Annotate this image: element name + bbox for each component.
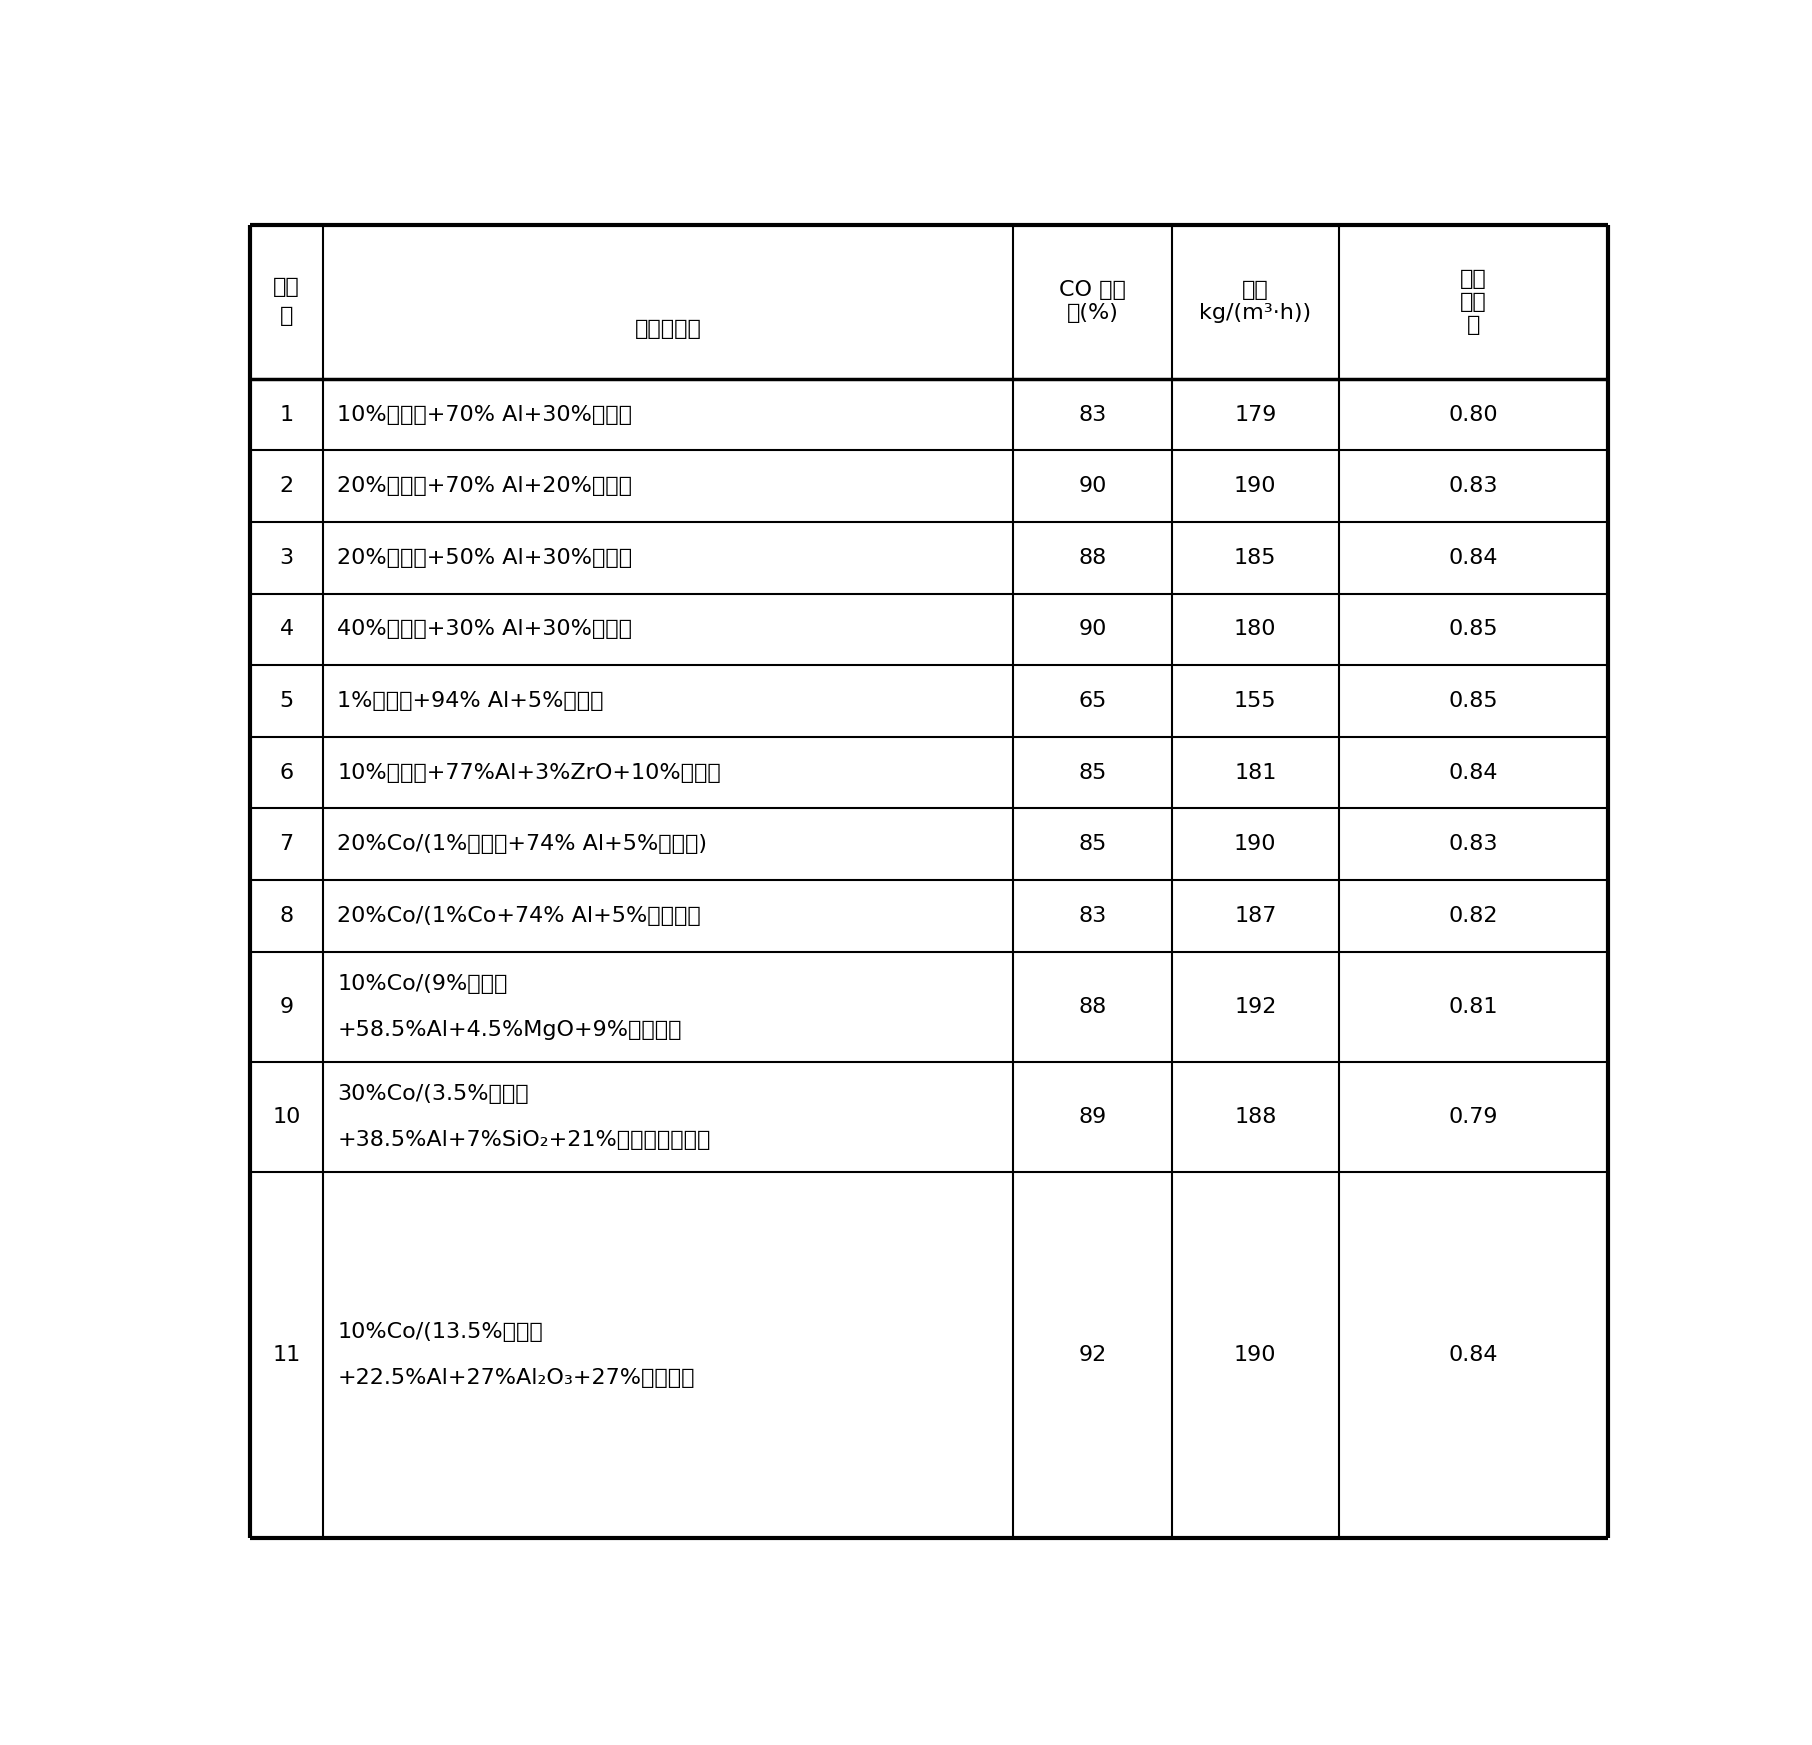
Text: 催化剂组成: 催化剂组成: [634, 319, 701, 339]
Text: 90: 90: [1078, 619, 1107, 639]
Text: +58.5%Al+4.5%MgO+9%勃姆石）: +58.5%Al+4.5%MgO+9%勃姆石）: [337, 1019, 681, 1040]
Text: 89: 89: [1078, 1106, 1107, 1127]
Text: +22.5%Al+27%Al₂O₃+27%勃姆石）: +22.5%Al+27%Al₂O₃+27%勃姆石）: [337, 1368, 694, 1387]
Text: 181: 181: [1234, 763, 1276, 784]
Text: 92: 92: [1078, 1345, 1107, 1365]
Text: 10%雷尼钴+70% Al+30%勃姆石: 10%雷尼钴+70% Al+30%勃姆石: [337, 405, 632, 424]
Text: 40%雷尼钴+30% Al+30%勃姆石: 40%雷尼钴+30% Al+30%勃姆石: [337, 619, 632, 639]
Text: 90: 90: [1078, 476, 1107, 496]
Text: 产率: 产率: [1241, 281, 1268, 300]
Text: 0.85: 0.85: [1448, 691, 1499, 710]
Text: 2: 2: [279, 476, 294, 496]
Text: 188: 188: [1234, 1106, 1276, 1127]
Text: 187: 187: [1234, 906, 1276, 927]
Text: 3: 3: [279, 548, 294, 567]
Text: 65: 65: [1078, 691, 1107, 710]
Text: 83: 83: [1078, 405, 1107, 424]
Text: 88: 88: [1078, 548, 1107, 567]
Text: 10: 10: [272, 1106, 301, 1127]
Text: 10%Co/(9%雷尼钴: 10%Co/(9%雷尼钴: [337, 974, 507, 993]
Text: 链增: 链增: [1460, 269, 1486, 288]
Text: 0.84: 0.84: [1448, 1345, 1499, 1365]
Text: 85: 85: [1078, 834, 1107, 855]
Text: 0.84: 0.84: [1448, 763, 1499, 784]
Text: 185: 185: [1234, 548, 1277, 567]
Text: 长预: 长预: [1460, 291, 1486, 312]
Text: 5: 5: [279, 691, 294, 710]
Text: 1: 1: [279, 405, 294, 424]
Text: 180: 180: [1234, 619, 1277, 639]
Text: 20%雷尼钴+70% Al+20%勃姆石: 20%雷尼钴+70% Al+20%勃姆石: [337, 476, 632, 496]
Text: 率(%): 率(%): [1067, 304, 1118, 323]
Text: 0.83: 0.83: [1448, 834, 1499, 855]
Text: 6: 6: [279, 763, 294, 784]
Text: 9: 9: [279, 996, 294, 1017]
Text: 30%Co/(3.5%雷尼钴: 30%Co/(3.5%雷尼钴: [337, 1084, 529, 1105]
Text: 190: 190: [1234, 476, 1277, 496]
Text: 4: 4: [279, 619, 294, 639]
Text: 88: 88: [1078, 996, 1107, 1017]
Text: 实施: 实施: [274, 277, 301, 297]
Text: 85: 85: [1078, 763, 1107, 784]
Text: 10%雷尼钴+77%Al+3%ZrO+10%勃姆石: 10%雷尼钴+77%Al+3%ZrO+10%勃姆石: [337, 763, 721, 784]
Text: 11: 11: [272, 1345, 301, 1365]
Text: 0.83: 0.83: [1448, 476, 1499, 496]
Text: 例: 例: [279, 307, 294, 326]
Text: 20%Co/(1%Co+74% Al+5%勃姆石）: 20%Co/(1%Co+74% Al+5%勃姆石）: [337, 906, 701, 927]
Text: 83: 83: [1078, 906, 1107, 927]
Text: 20%雷尼钴+50% Al+30%勃姆石: 20%雷尼钴+50% Al+30%勃姆石: [337, 548, 632, 567]
Text: 8: 8: [279, 906, 294, 927]
Text: 179: 179: [1234, 405, 1276, 424]
Text: 0.85: 0.85: [1448, 619, 1499, 639]
Text: 155: 155: [1234, 691, 1277, 710]
Text: 0.80: 0.80: [1448, 405, 1499, 424]
Text: 192: 192: [1234, 996, 1276, 1017]
Text: 期: 期: [1466, 314, 1480, 335]
Text: 190: 190: [1234, 1345, 1277, 1365]
Text: CO 转化: CO 转化: [1060, 281, 1125, 300]
Text: 10%Co/(13.5%雷尼钴: 10%Co/(13.5%雷尼钴: [337, 1321, 544, 1342]
Text: 0.81: 0.81: [1448, 996, 1499, 1017]
Text: +38.5%Al+7%SiO₂+21%气相二氧化硅）: +38.5%Al+7%SiO₂+21%气相二氧化硅）: [337, 1131, 710, 1150]
Text: 1%雷尼钴+94% Al+5%勃姆石: 1%雷尼钴+94% Al+5%勃姆石: [337, 691, 603, 710]
Text: 7: 7: [279, 834, 294, 855]
Text: kg/(m³·h)): kg/(m³·h)): [1200, 304, 1312, 323]
Text: 0.84: 0.84: [1448, 548, 1499, 567]
Text: 0.79: 0.79: [1448, 1106, 1499, 1127]
Text: 20%Co/(1%雷尼钴+74% Al+5%勃姆石): 20%Co/(1%雷尼钴+74% Al+5%勃姆石): [337, 834, 707, 855]
Text: 190: 190: [1234, 834, 1277, 855]
Text: 0.82: 0.82: [1448, 906, 1499, 927]
